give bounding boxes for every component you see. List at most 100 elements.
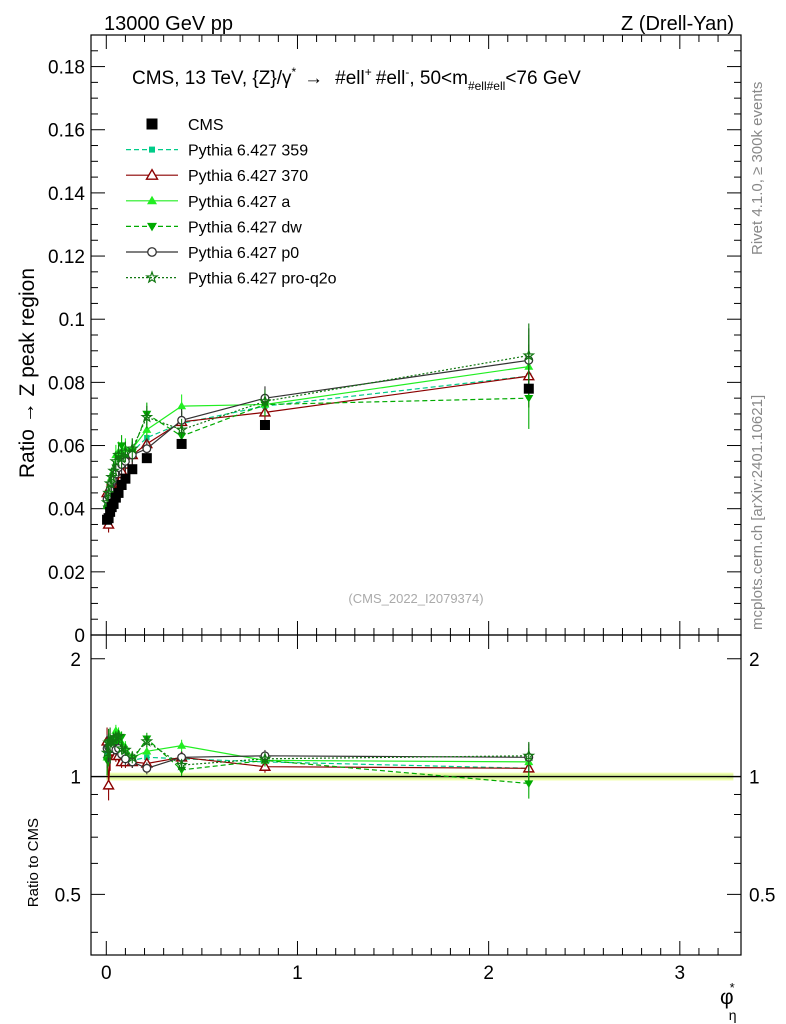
legend-marker xyxy=(147,195,157,205)
data-point xyxy=(127,464,138,475)
legend-label: Pythia 6.427 p0 xyxy=(188,245,299,262)
x-tick-label: 3 xyxy=(675,963,686,984)
series-line xyxy=(106,359,529,500)
ratio-series-pythia-6-427-a xyxy=(102,724,534,778)
main-ylabel: Ratio → Z peak region xyxy=(16,268,39,478)
series-pythia-6-427-pro-q2o xyxy=(100,323,536,512)
data-point xyxy=(142,425,152,433)
series-line xyxy=(106,375,529,503)
y-tick-label: 0.1 xyxy=(59,310,85,331)
legend-marker xyxy=(146,118,158,130)
ratio-point xyxy=(125,750,139,763)
data-point xyxy=(107,463,121,477)
y-tick-label: 0.12 xyxy=(48,247,85,268)
y-tick-label: 0.06 xyxy=(48,437,85,458)
data-point xyxy=(102,486,116,499)
series-cms xyxy=(102,383,534,525)
legend-entry: Pythia 6.427 pro-q2o xyxy=(126,270,337,288)
legend-label: Pythia 6.427 pro-q2o xyxy=(188,271,337,288)
legend-marker xyxy=(147,222,157,232)
legend-marker xyxy=(145,270,159,284)
data-point xyxy=(258,394,272,407)
ratio-y-tick-label-right: 1 xyxy=(749,768,760,789)
legend-marker xyxy=(149,146,155,153)
ratio-y-tick-label: 0.5 xyxy=(55,885,81,906)
y-tick-label: 0.16 xyxy=(48,121,85,142)
data-point xyxy=(141,453,152,464)
legend-entry: Pythia 6.427 a xyxy=(126,194,290,211)
x-tick-label: 1 xyxy=(292,963,303,984)
legend-label: Pythia 6.427 359 xyxy=(188,143,308,160)
ratio-point xyxy=(177,741,187,749)
ratio-panel: 0.5 0.5 1 1 2 2 0 1 2 3 xyxy=(55,634,775,984)
legend-label: Pythia 6.427 370 xyxy=(188,168,308,185)
plot-title: CMS, 13 TeV, {Z}/γ* → #ell+ #ell-, 50<m#ell… xyxy=(132,65,581,93)
legend: CMS Pythia 6.427 359 Pythia 6.427 370 Pythi… xyxy=(126,117,337,288)
legend-label: Pythia 6.427 dw xyxy=(188,219,302,236)
legend-marker xyxy=(145,168,159,180)
series-line xyxy=(106,397,529,509)
process-label: Z (Drell-Yan) xyxy=(621,13,734,35)
data-point xyxy=(523,383,534,394)
rivet-label: Rivet 4.1.0, ≥ 300k events xyxy=(749,82,766,255)
data-point xyxy=(522,348,536,361)
y-tick-label: 0.08 xyxy=(48,373,85,394)
data-point xyxy=(108,498,119,509)
ratio-point xyxy=(112,729,125,742)
data-point xyxy=(116,480,127,490)
legend-entry: Pythia 6.427 370 xyxy=(126,168,308,185)
data-point xyxy=(120,473,131,484)
ratio-ylabel: Ratio to CMS xyxy=(25,818,42,907)
x-tick-label: 2 xyxy=(483,963,494,984)
data-point xyxy=(105,470,119,483)
ratio-y-tick-label-right: 2 xyxy=(749,650,760,671)
data-point xyxy=(259,420,270,430)
legend-marker xyxy=(147,247,157,257)
ratio-point xyxy=(522,748,536,762)
ratio-point xyxy=(119,743,132,756)
series-line xyxy=(106,375,529,525)
data-point xyxy=(175,423,188,436)
y-tick-label: 0 xyxy=(74,626,85,647)
ratio-point xyxy=(140,734,154,747)
legend-entry: CMS xyxy=(146,117,224,134)
ratio-series-pythia-6-427-dw xyxy=(102,731,534,799)
ratio-y-tick-label: 1 xyxy=(70,768,81,789)
ratio-series-pythia-6-427-370 xyxy=(100,727,535,801)
mcplots-label: mcplots.cern.ch [arXiv:2401.10621] xyxy=(749,395,766,630)
y-tick-label: 0.04 xyxy=(48,500,85,521)
data-point xyxy=(176,438,187,449)
main-panel: 0 0.02 0.04 0.06 0.08 0.1 0.12 0.14 0.16 0.18 xyxy=(48,34,742,647)
data-point xyxy=(103,476,117,489)
ratio-frame xyxy=(90,634,742,956)
series-pythia-6-427-370 xyxy=(100,344,535,533)
x-axis-label: φ* η xyxy=(720,980,736,1023)
legend-entry: Pythia 6.427 359 xyxy=(126,143,308,160)
legend-label: Pythia 6.427 a xyxy=(188,194,290,211)
x-tick-label: 0 xyxy=(101,963,112,984)
y-tick-label: 0.18 xyxy=(48,58,85,79)
series-pythia-6-427-dw xyxy=(102,367,534,518)
data-point xyxy=(119,445,132,458)
data-point xyxy=(113,487,124,498)
series-pythia-6-427-p0 xyxy=(102,328,534,509)
data-point xyxy=(125,441,139,455)
legend-label: CMS xyxy=(188,117,224,134)
legend-entry: Pythia 6.427 p0 xyxy=(126,245,299,262)
series-line xyxy=(106,366,529,506)
data-point xyxy=(140,410,154,423)
data-point xyxy=(524,395,534,403)
data-point xyxy=(103,513,114,524)
ratio-point xyxy=(142,763,152,773)
legend-entry: Pythia 6.427 dw xyxy=(126,219,302,236)
data-point xyxy=(177,401,187,410)
ratio-y-tick-label-right: 0.5 xyxy=(749,885,775,906)
y-tick-label: 0.02 xyxy=(48,563,85,584)
y-tick-label: 0.14 xyxy=(48,184,85,205)
ratio-point xyxy=(258,752,272,765)
ratio-y-tick-label: 2 xyxy=(70,650,81,671)
data-point xyxy=(142,444,152,454)
ratio-series-pythia-6-427-pro-q2o xyxy=(100,727,536,772)
energy-label: 13000 GeV pp xyxy=(104,13,233,35)
